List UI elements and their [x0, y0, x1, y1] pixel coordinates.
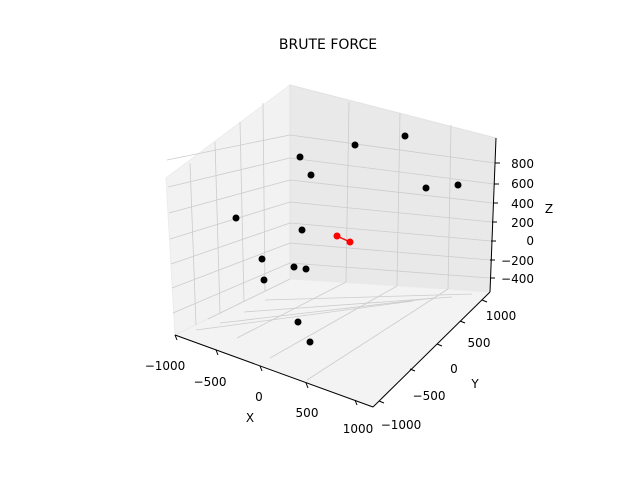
- z-tick-label: −200: [501, 254, 534, 268]
- x-axis-line: [174, 334, 374, 408]
- y-tick-label: 1000: [486, 309, 517, 323]
- data-point: [454, 181, 462, 189]
- y-axis-line: [372, 291, 491, 408]
- y-tick-label: −500: [413, 389, 446, 403]
- y-tick-label: 500: [468, 336, 491, 350]
- chart-axis-lines: [174, 137, 500, 408]
- y-tick-label: 0: [450, 362, 458, 376]
- data-point: [302, 265, 310, 273]
- x-tick-label: −1000: [145, 359, 186, 373]
- data-point: [401, 132, 409, 140]
- y-tick-labels: −1000 −500 0 500 1000: [381, 309, 517, 432]
- scatter-points: [232, 132, 462, 346]
- data-point: [298, 226, 306, 234]
- x-tick-labels: −1000 −500 0 500 1000: [145, 359, 374, 436]
- y-tick-label: −1000: [381, 418, 422, 432]
- closest-pair-point: [333, 232, 341, 240]
- z-tick-label: 800: [511, 157, 534, 171]
- z-axis-label: Z: [545, 202, 553, 216]
- y-axis-label: Y: [470, 377, 479, 391]
- x-tick-label: 500: [296, 406, 319, 420]
- data-point: [294, 318, 302, 326]
- back-right-pane: [289, 84, 497, 293]
- x-tick-label: 1000: [343, 422, 374, 436]
- x-tick-label: −500: [194, 375, 227, 389]
- data-point: [290, 263, 298, 271]
- z-axis-line: [489, 137, 497, 293]
- chart-panes: [165, 84, 497, 408]
- z-tick-label: 600: [511, 177, 534, 191]
- data-point: [307, 171, 315, 179]
- x-axis-label: X: [246, 411, 254, 425]
- data-point: [232, 214, 240, 222]
- data-point: [260, 276, 268, 284]
- closest-pair-point: [346, 238, 354, 246]
- data-point: [296, 153, 304, 161]
- data-point: [258, 255, 266, 263]
- z-tick-label: 200: [511, 216, 534, 230]
- z-tick-label: −400: [501, 272, 534, 286]
- data-point: [351, 141, 359, 149]
- chart-grid: [166, 101, 496, 381]
- z-tick-label: 400: [511, 197, 534, 211]
- closest-pair-points: [333, 232, 354, 246]
- z-tick-label: 0: [526, 234, 534, 248]
- data-point: [422, 184, 430, 192]
- x-tick-label: 0: [255, 390, 263, 404]
- data-point: [306, 338, 314, 346]
- z-tick-labels: −400 −200 0 200 400 600 800: [501, 157, 534, 286]
- chart-title: BRUTE FORCE: [279, 37, 377, 53]
